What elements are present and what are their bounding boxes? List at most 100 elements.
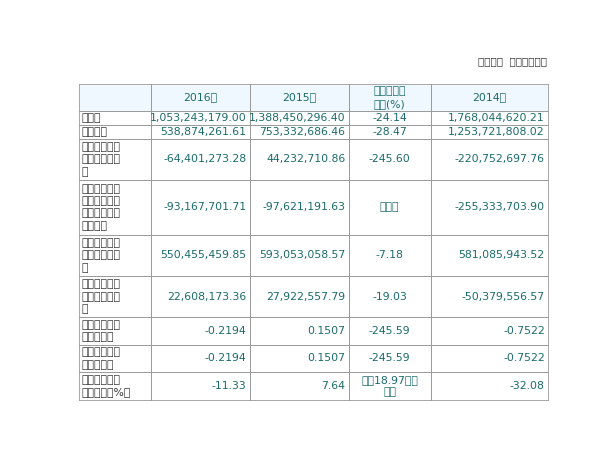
Polygon shape	[348, 345, 431, 372]
Polygon shape	[250, 235, 348, 276]
Polygon shape	[151, 138, 250, 180]
Polygon shape	[431, 180, 548, 235]
Text: 22,608,173.36: 22,608,173.36	[167, 292, 246, 302]
Polygon shape	[79, 138, 151, 180]
Text: 营业收入: 营业收入	[82, 127, 107, 137]
Text: -97,621,191.63: -97,621,191.63	[262, 202, 345, 212]
Text: -245.59: -245.59	[369, 354, 411, 364]
Polygon shape	[431, 235, 548, 276]
Polygon shape	[348, 372, 431, 400]
Text: 593,053,058.57: 593,053,058.57	[259, 250, 345, 260]
Polygon shape	[79, 345, 151, 372]
Polygon shape	[250, 125, 348, 138]
Polygon shape	[250, 111, 348, 125]
Text: -11.33: -11.33	[212, 381, 246, 391]
Text: -220,752,697.76: -220,752,697.76	[454, 154, 545, 164]
Text: 经营活动产生
的现金流量净
额: 经营活动产生 的现金流量净 额	[82, 279, 120, 314]
Text: -50,379,556.57: -50,379,556.57	[462, 292, 545, 302]
Polygon shape	[151, 180, 250, 235]
Text: -0.2194: -0.2194	[205, 326, 246, 336]
Polygon shape	[431, 138, 548, 180]
Text: -245.59: -245.59	[369, 326, 411, 336]
Text: 本年比上年
增减(%): 本年比上年 增减(%)	[373, 86, 406, 109]
Text: 归属于上市公
司股东的扣除
非经常性损益
的净利润: 归属于上市公 司股东的扣除 非经常性损益 的净利润	[82, 184, 120, 231]
Polygon shape	[431, 125, 548, 138]
Polygon shape	[79, 83, 151, 111]
Text: 减少18.97个百
分点: 减少18.97个百 分点	[361, 375, 418, 397]
Text: 归属于上市公
司股东的净利
润: 归属于上市公 司股东的净利 润	[82, 142, 120, 177]
Polygon shape	[348, 180, 431, 235]
Polygon shape	[431, 317, 548, 345]
Polygon shape	[151, 111, 250, 125]
Text: -245.60: -245.60	[368, 154, 411, 164]
Text: 2016年: 2016年	[184, 92, 218, 102]
Polygon shape	[79, 372, 151, 400]
Polygon shape	[348, 83, 431, 111]
Polygon shape	[151, 276, 250, 317]
Text: 稀释每股收益
（元／股）: 稀释每股收益 （元／股）	[82, 347, 120, 370]
Polygon shape	[348, 276, 431, 317]
Text: 27,922,557.79: 27,922,557.79	[266, 292, 345, 302]
Text: 1,388,450,296.40: 1,388,450,296.40	[249, 113, 345, 123]
Polygon shape	[151, 372, 250, 400]
Text: 2014年: 2014年	[472, 92, 506, 102]
Text: -19.03: -19.03	[372, 292, 407, 302]
Polygon shape	[250, 372, 348, 400]
Text: 2015年: 2015年	[282, 92, 317, 102]
Text: 单位：元  币种：人民币: 单位：元 币种：人民币	[478, 56, 547, 66]
Text: -0.7522: -0.7522	[503, 354, 545, 364]
Text: -0.2194: -0.2194	[205, 354, 246, 364]
Polygon shape	[151, 125, 250, 138]
Polygon shape	[431, 111, 548, 125]
Polygon shape	[79, 317, 151, 345]
Text: -24.14: -24.14	[372, 113, 407, 123]
Text: -64,401,273.28: -64,401,273.28	[163, 154, 246, 164]
Text: 不适用: 不适用	[380, 202, 400, 212]
Polygon shape	[431, 83, 548, 111]
Polygon shape	[348, 111, 431, 125]
Text: 0.1507: 0.1507	[307, 326, 345, 336]
Polygon shape	[79, 125, 151, 138]
Text: -28.47: -28.47	[372, 127, 407, 137]
Text: 基本每股收益
（元／股）: 基本每股收益 （元／股）	[82, 320, 120, 342]
Text: 1,053,243,179.00: 1,053,243,179.00	[150, 113, 246, 123]
Text: 44,232,710.86: 44,232,710.86	[266, 154, 345, 164]
Text: 加权平均净资
产收益率（%）: 加权平均净资 产收益率（%）	[82, 375, 131, 397]
Polygon shape	[79, 276, 151, 317]
Text: 581,085,943.52: 581,085,943.52	[459, 250, 545, 260]
Polygon shape	[151, 317, 250, 345]
Polygon shape	[250, 276, 348, 317]
Polygon shape	[250, 317, 348, 345]
Polygon shape	[348, 235, 431, 276]
Text: -93,167,701.71: -93,167,701.71	[163, 202, 246, 212]
Text: -0.7522: -0.7522	[503, 326, 545, 336]
Polygon shape	[348, 317, 431, 345]
Polygon shape	[79, 111, 151, 125]
Text: 538,874,261.61: 538,874,261.61	[160, 127, 246, 137]
Text: 1,253,721,808.02: 1,253,721,808.02	[448, 127, 545, 137]
Text: 7.64: 7.64	[321, 381, 345, 391]
Polygon shape	[151, 235, 250, 276]
Text: 550,455,459.85: 550,455,459.85	[160, 250, 246, 260]
Text: 总资产: 总资产	[82, 113, 101, 123]
Polygon shape	[250, 345, 348, 372]
Text: -7.18: -7.18	[376, 250, 404, 260]
Polygon shape	[250, 83, 348, 111]
Text: 753,332,686.46: 753,332,686.46	[259, 127, 345, 137]
Polygon shape	[348, 125, 431, 138]
Polygon shape	[431, 372, 548, 400]
Polygon shape	[250, 138, 348, 180]
Polygon shape	[79, 235, 151, 276]
Polygon shape	[431, 345, 548, 372]
Text: 归属于上市公
司股东的净资
产: 归属于上市公 司股东的净资 产	[82, 238, 120, 273]
Text: -32.08: -32.08	[510, 381, 545, 391]
Polygon shape	[348, 138, 431, 180]
Polygon shape	[151, 83, 250, 111]
Polygon shape	[431, 276, 548, 317]
Text: -255,333,703.90: -255,333,703.90	[454, 202, 545, 212]
Text: 0.1507: 0.1507	[307, 354, 345, 364]
Polygon shape	[250, 180, 348, 235]
Polygon shape	[151, 345, 250, 372]
Polygon shape	[79, 180, 151, 235]
Text: 1,768,044,620.21: 1,768,044,620.21	[448, 113, 545, 123]
